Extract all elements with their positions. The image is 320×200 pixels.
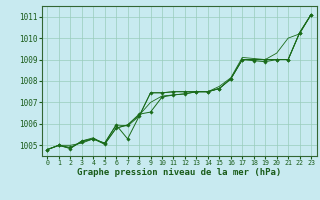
X-axis label: Graphe pression niveau de la mer (hPa): Graphe pression niveau de la mer (hPa) (77, 168, 281, 177)
